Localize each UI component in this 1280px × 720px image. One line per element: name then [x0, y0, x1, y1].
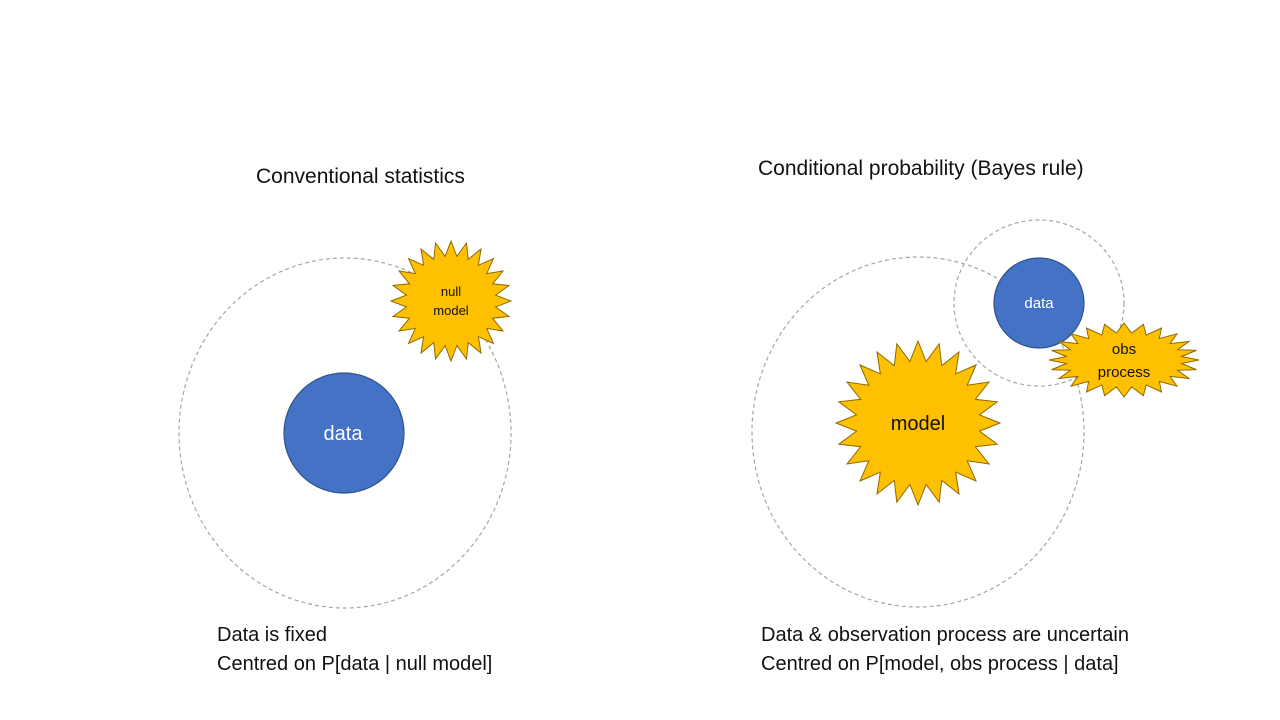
right-obs-process-star: [1048, 322, 1200, 398]
right-panel-title: Conditional probability (Bayes rule): [758, 157, 1084, 180]
right-obs-label-line1: obs: [1112, 341, 1136, 358]
left-null-model-label-line2: model: [433, 303, 469, 318]
right-caption-line1: Data & observation process are uncertain: [761, 624, 1129, 646]
right-model-label: model: [891, 413, 945, 435]
right-panel-caption: Data & observation process are uncertain…: [761, 621, 1129, 679]
left-data-label: data: [324, 423, 364, 445]
left-dashed-boundary: [178, 257, 512, 609]
left-null-model-star: [389, 239, 513, 363]
left-panel-title: Conventional statistics: [256, 165, 465, 188]
left-caption-line2: Centred on P[data | null model]: [217, 653, 493, 675]
left-caption-line1: Data is fixed: [217, 624, 328, 646]
right-dashed-boundary-small: [953, 219, 1125, 387]
right-data-label: data: [1024, 295, 1054, 312]
right-obs-label-line2: process: [1098, 364, 1151, 381]
right-model-star: [834, 339, 1002, 507]
right-data-circle: [993, 257, 1085, 349]
right-dashed-boundary-large: [751, 256, 1085, 608]
left-null-model-label-line1: null: [441, 284, 461, 299]
right-caption-line2: Centred on P[model, obs process | data]: [761, 653, 1119, 675]
left-panel-caption: Data is fixed Centred on P[data | null m…: [217, 621, 492, 679]
left-data-circle: [283, 372, 405, 494]
